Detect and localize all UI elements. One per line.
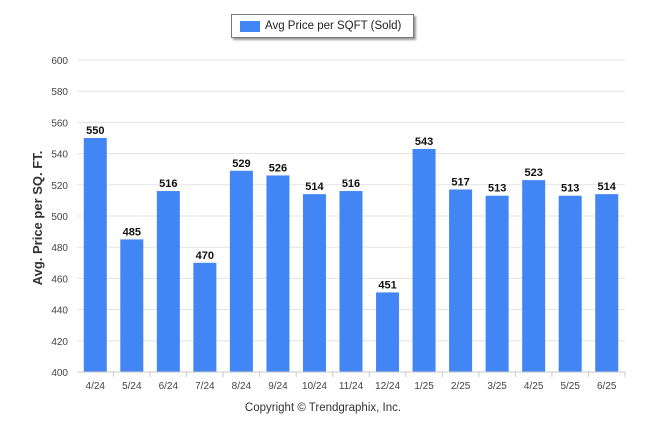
legend-label: Avg Price per SQFT (Sold) — [265, 20, 402, 32]
bar-value-label: 517 — [451, 176, 469, 188]
x-tick-label: 4/24 — [86, 381, 106, 392]
bar-value-label: 514 — [305, 181, 324, 193]
x-tick-label: 6/24 — [159, 381, 179, 392]
bar — [193, 262, 217, 372]
x-tick-label: 11/24 — [339, 381, 364, 392]
data-labels: 550 485 516 470 529 526 514 516 451 543 517 513 523 5… — [86, 125, 617, 291]
copyright-text: Copyright © Trendgraphix, Inc. — [244, 402, 402, 414]
bar — [522, 180, 546, 372]
bar-value-label: 514 — [598, 181, 617, 193]
y-tick-label: 460 — [51, 274, 68, 285]
y-axis-label: Avg. Price per SQ. FT. — [30, 151, 45, 286]
bar — [449, 189, 473, 372]
bars — [83, 138, 619, 372]
chart-legend: Avg Price per SQFT (Sold) — [231, 14, 414, 38]
y-axis-ticks: 400 420 440 460 480 500 520 540 560 580 600 — [51, 56, 68, 379]
bar — [229, 170, 253, 372]
x-tick-label: 6/25 — [597, 381, 617, 392]
x-axis-ticks: 4/24 5/24 6/24 7/24 8/24 9/24 10/24 11/24 12/24 1… — [77, 371, 626, 392]
bar-value-label: 513 — [488, 183, 506, 195]
x-tick-label: 9/24 — [268, 381, 288, 392]
y-tick-label: 520 — [51, 181, 68, 192]
y-tick-label: 420 — [51, 337, 68, 348]
bar — [595, 194, 619, 372]
bar — [83, 138, 107, 372]
y-tick-label: 560 — [51, 118, 68, 129]
x-tick-label: 1/25 — [414, 381, 434, 392]
y-tick-label: 480 — [51, 243, 68, 254]
x-tick-label: 7/24 — [195, 381, 215, 392]
x-tick-label: 2/25 — [451, 381, 471, 392]
x-tick-label: 12/24 — [375, 381, 400, 392]
bar-value-label: 529 — [232, 158, 250, 170]
bar-value-label: 485 — [123, 226, 141, 238]
x-tick-label: 5/25 — [560, 381, 580, 392]
bar — [485, 195, 509, 372]
x-tick-label: 3/25 — [487, 381, 507, 392]
x-tick-label: 10/24 — [302, 381, 327, 392]
y-tick-label: 400 — [51, 368, 68, 379]
legend-swatch — [240, 20, 260, 32]
bar-value-label: 516 — [159, 178, 177, 190]
bar-value-label: 523 — [524, 167, 542, 179]
bar — [156, 191, 180, 372]
bar — [339, 191, 363, 372]
y-tick-label: 600 — [51, 56, 68, 67]
bar-value-label: 543 — [415, 136, 433, 148]
x-tick-label: 5/24 — [122, 381, 142, 392]
bar-value-label: 513 — [561, 183, 579, 195]
y-tick-label: 580 — [51, 87, 68, 98]
x-tick-label: 4/25 — [524, 381, 544, 392]
bar — [120, 239, 144, 372]
bar — [266, 175, 290, 372]
x-tick-label: 8/24 — [232, 381, 252, 392]
y-tick-label: 500 — [51, 212, 68, 223]
y-tick-label: 440 — [51, 306, 68, 317]
bar-value-label: 451 — [378, 279, 396, 291]
bar — [412, 148, 436, 372]
bar-value-label: 550 — [86, 125, 104, 137]
bar-value-label: 516 — [342, 178, 360, 190]
bar-value-label: 526 — [269, 162, 287, 174]
y-tick-label: 540 — [51, 150, 68, 161]
bar-value-label: 470 — [196, 250, 214, 262]
bar — [376, 292, 400, 372]
bar — [558, 195, 582, 372]
bar — [302, 194, 326, 372]
